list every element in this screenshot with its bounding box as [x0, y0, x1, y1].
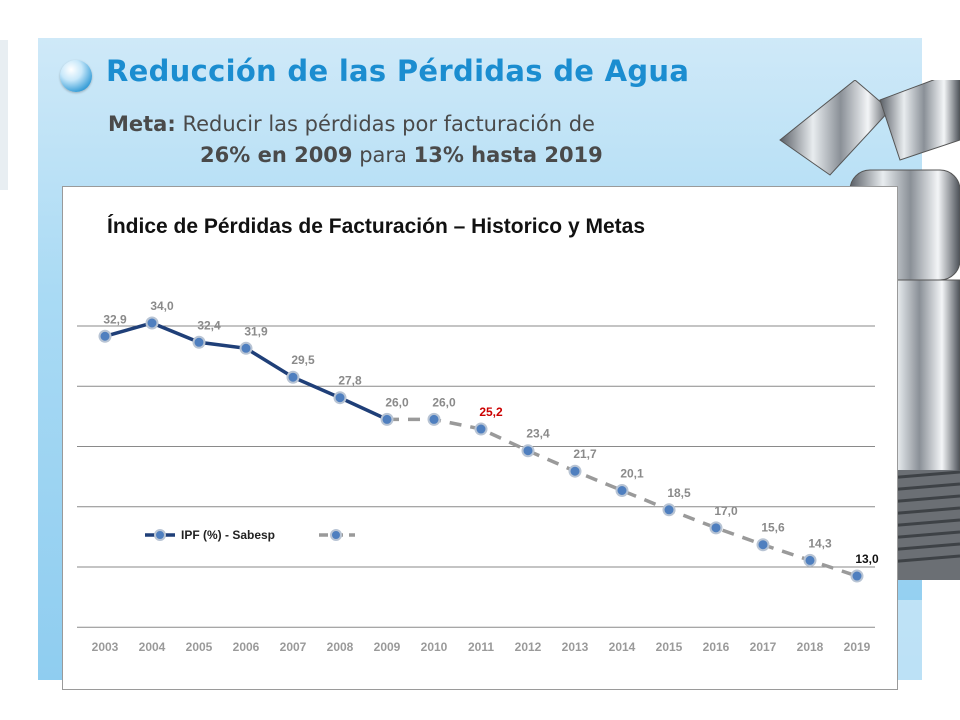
target-point — [662, 503, 676, 517]
historic-point — [286, 370, 300, 384]
data-label: 29,5 — [291, 353, 315, 367]
goal-start-value: 26% en 2009 — [200, 143, 353, 167]
data-label: 14,3 — [808, 536, 832, 550]
data-label: 26,0 — [432, 395, 456, 409]
historic-point — [192, 335, 206, 349]
target-point — [803, 553, 817, 567]
historic-point — [239, 341, 253, 355]
data-label: 17,0 — [714, 504, 738, 518]
x-tick-label: 2006 — [233, 640, 260, 654]
x-tick-label: 2004 — [139, 640, 166, 654]
data-label: 26,0 — [385, 395, 409, 409]
x-tick-label: 2014 — [609, 640, 636, 654]
grid-lines — [77, 325, 875, 628]
data-label: 25,2 — [479, 405, 503, 419]
data-label: 13,0 — [855, 552, 879, 566]
x-tick-label: 2017 — [750, 640, 777, 654]
x-tick-label: 2007 — [280, 640, 307, 654]
x-tick-label: 2015 — [656, 640, 683, 654]
chart-legend: IPF (%) - Sabesp — [145, 528, 355, 542]
legend-target-marker — [330, 529, 342, 541]
data-label: 32,9 — [103, 312, 127, 326]
data-markers — [98, 316, 864, 583]
target-point — [568, 464, 582, 478]
goal-end-value: 13% hasta 2019 — [413, 143, 603, 167]
target-point — [427, 412, 441, 426]
data-label: 15,6 — [761, 521, 785, 535]
title-bullet-icon — [60, 60, 92, 92]
x-tick-label: 2013 — [562, 640, 589, 654]
x-tick-label: 2009 — [374, 640, 401, 654]
data-labels: 32,9 34,0 32,4 31,9 29,5 27,8 26,0 26,0 25,2 23,4… — [103, 299, 879, 566]
goal-label: Meta: — [108, 112, 176, 136]
target-point — [521, 444, 535, 458]
x-tick-label: 2010 — [421, 640, 448, 654]
data-label: 23,4 — [526, 427, 550, 441]
x-tick-label: 2008 — [327, 640, 354, 654]
x-tick-label: 2016 — [703, 640, 730, 654]
chart-panel: Índice de Pérdidas de Facturación – Hist… — [62, 186, 898, 690]
data-label: 20,1 — [620, 466, 644, 480]
legend-historic-marker — [154, 529, 166, 541]
target-series-line — [387, 417, 858, 578]
target-point — [756, 538, 770, 552]
data-label: 31,9 — [244, 324, 268, 338]
page-title: Reducción de las Pérdidas de Agua — [106, 54, 690, 88]
historic-point — [333, 391, 347, 405]
x-tick-label: 2019 — [844, 640, 871, 654]
x-axis-ticks: 2003 2004 2005 2006 2007 2008 2009 2010 2011 2012… — [92, 640, 871, 654]
data-label: 21,7 — [573, 447, 597, 461]
x-tick-label: 2011 — [468, 640, 494, 654]
data-label: 18,5 — [667, 486, 691, 500]
x-tick-label: 2018 — [797, 640, 824, 654]
target-point — [850, 569, 864, 583]
line-chart: Índice de Pérdidas de Facturación – Hist… — [77, 215, 879, 654]
left-edge-mark — [0, 40, 8, 190]
historic-point — [380, 412, 394, 426]
legend-label: IPF (%) - Sabesp — [181, 528, 275, 542]
goal-text: Reducir las pérdidas por facturación de — [182, 112, 595, 136]
goal-connector: para — [359, 143, 407, 167]
historic-point — [145, 316, 159, 330]
target-point — [615, 483, 629, 497]
target-point — [709, 521, 723, 535]
data-label: 27,8 — [338, 374, 362, 388]
historic-point — [98, 329, 112, 343]
x-tick-label: 2005 — [186, 640, 213, 654]
data-label: 34,0 — [150, 299, 174, 313]
target-point — [474, 422, 488, 436]
x-tick-label: 2012 — [515, 640, 542, 654]
chart-title: Índice de Pérdidas de Facturación – Hist… — [107, 215, 645, 238]
data-label: 32,4 — [197, 318, 221, 332]
x-tick-label: 2003 — [92, 640, 119, 654]
goal-line: Meta: Reducir las pérdidas por facturaci… — [108, 112, 595, 136]
goal-line-2: 26% en 2009 para 13% hasta 2019 — [200, 143, 603, 167]
